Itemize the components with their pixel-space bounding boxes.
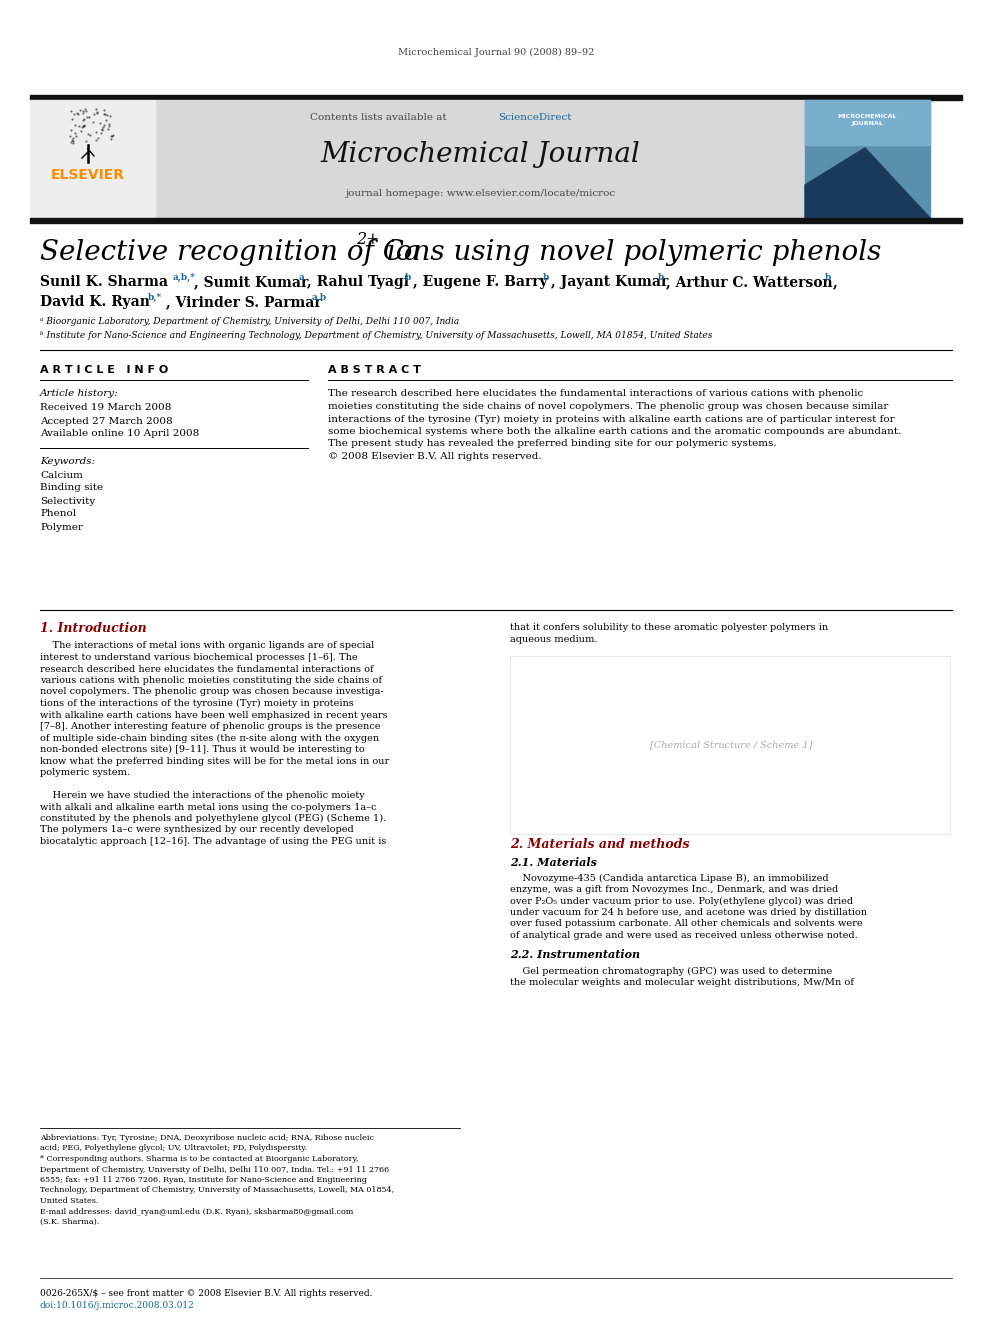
Text: b: b — [825, 273, 831, 282]
Text: with alkaline earth cations have been well emphasized in recent years: with alkaline earth cations have been we… — [40, 710, 388, 720]
Text: Contents lists available at: Contents lists available at — [310, 114, 450, 123]
Text: 6555; fax: +91 11 2766 7206. Ryan, Institute for Nano-Science and Engineering: 6555; fax: +91 11 2766 7206. Ryan, Insti… — [40, 1176, 367, 1184]
Text: journal homepage: www.elsevier.com/locate/microc: journal homepage: www.elsevier.com/locat… — [345, 188, 615, 197]
Text: Accepted 27 March 2008: Accepted 27 March 2008 — [40, 417, 173, 426]
Text: The research described here elucidates the fundamental interactions of various c: The research described here elucidates t… — [328, 389, 863, 398]
Text: Keywords:: Keywords: — [40, 458, 95, 467]
Text: Herein we have studied the interactions of the phenolic moiety: Herein we have studied the interactions … — [40, 791, 365, 800]
Text: Received 19 March 2008: Received 19 March 2008 — [40, 404, 172, 413]
Text: ,: , — [833, 275, 838, 288]
Text: moieties constituting the side chains of novel copolymers. The phenolic group wa: moieties constituting the side chains of… — [328, 402, 889, 411]
Text: 2.2. Instrumentation: 2.2. Instrumentation — [510, 950, 640, 960]
Text: , Rahul Tyagi: , Rahul Tyagi — [307, 275, 409, 288]
Text: , Virinder S. Parmar: , Virinder S. Parmar — [166, 295, 321, 310]
Text: doi:10.1016/j.microc.2008.03.012: doi:10.1016/j.microc.2008.03.012 — [40, 1302, 194, 1311]
Text: various cations with phenolic moieties constituting the side chains of: various cations with phenolic moieties c… — [40, 676, 382, 685]
Text: Available online 10 April 2008: Available online 10 April 2008 — [40, 430, 199, 438]
Bar — [30, 218, 962, 224]
Text: a,b: a,b — [312, 292, 327, 302]
Text: ᵃ Bioorganic Laboratory, Department of Chemistry, University of Delhi, Delhi 110: ᵃ Bioorganic Laboratory, Department of C… — [40, 318, 459, 327]
Text: constituted by the phenols and polyethylene glycol (PEG) (Scheme 1).: constituted by the phenols and polyethyl… — [40, 814, 386, 823]
Text: Microchemical Journal 90 (2008) 89–92: Microchemical Journal 90 (2008) 89–92 — [398, 48, 594, 57]
Text: that it confers solubility to these aromatic polyester polymers in: that it confers solubility to these arom… — [510, 623, 828, 632]
Bar — [805, 101, 930, 146]
Text: Polymer: Polymer — [40, 523, 83, 532]
Text: non-bonded electrons site) [9–11]. Thus it would be interesting to: non-bonded electrons site) [9–11]. Thus … — [40, 745, 365, 754]
Bar — [805, 101, 930, 218]
Text: of analytical grade and were used as received unless otherwise noted.: of analytical grade and were used as rec… — [510, 931, 858, 941]
Polygon shape — [805, 148, 930, 218]
Text: know what the preferred binding sites will be for the metal ions in our: know what the preferred binding sites wi… — [40, 757, 389, 766]
Text: tions of the interactions of the tyrosine (Tyr) moiety in proteins: tions of the interactions of the tyrosin… — [40, 699, 354, 708]
Text: , Sumit Kumar: , Sumit Kumar — [194, 275, 309, 288]
Text: 0026-265X/$ – see front matter © 2008 Elsevier B.V. All rights reserved.: 0026-265X/$ – see front matter © 2008 El… — [40, 1290, 373, 1298]
Text: The present study has revealed the preferred binding site for our polymeric syst: The present study has revealed the prefe… — [328, 439, 777, 448]
Text: with alkali and alkaline earth metal ions using the co-polymers 1a–c: with alkali and alkaline earth metal ion… — [40, 803, 377, 811]
Bar — [30, 95, 962, 101]
Text: Article history:: Article history: — [40, 389, 119, 398]
Text: ions using novel polymeric phenols: ions using novel polymeric phenols — [378, 238, 881, 266]
Text: Phenol: Phenol — [40, 509, 76, 519]
Text: Technology, Department of Chemistry, University of Massachusetts, Lowell, MA 018: Technology, Department of Chemistry, Uni… — [40, 1187, 394, 1195]
Text: polymeric system.: polymeric system. — [40, 767, 130, 777]
Text: Microchemical Journal: Microchemical Journal — [320, 142, 640, 168]
Text: A R T I C L E   I N F O: A R T I C L E I N F O — [40, 365, 169, 374]
Text: research described here elucidates the fundamental interactions of: research described here elucidates the f… — [40, 664, 374, 673]
Text: under vacuum for 24 h before use, and acetone was dried by distillation: under vacuum for 24 h before use, and ac… — [510, 908, 867, 917]
Text: enzyme, was a gift from Novozymes Inc., Denmark, and was dried: enzyme, was a gift from Novozymes Inc., … — [510, 885, 838, 894]
Text: a,b,*: a,b,* — [173, 273, 195, 282]
Text: The polymers 1a–c were synthesized by our recently developed: The polymers 1a–c were synthesized by ou… — [40, 826, 354, 835]
Text: David K. Ryan: David K. Ryan — [40, 295, 150, 310]
Text: 2+: 2+ — [356, 232, 380, 249]
Text: over P₂O₅ under vacuum prior to use. Poly(ethylene glycol) was dried: over P₂O₅ under vacuum prior to use. Pol… — [510, 897, 853, 905]
Text: b: b — [658, 273, 665, 282]
Text: 1. Introduction: 1. Introduction — [40, 622, 147, 635]
Text: interest to understand various biochemical processes [1–6]. The: interest to understand various biochemic… — [40, 654, 358, 662]
Text: aqueous medium.: aqueous medium. — [510, 635, 597, 644]
Text: MICROCHEMICAL
JOURNAL: MICROCHEMICAL JOURNAL — [837, 114, 897, 126]
Text: United States.: United States. — [40, 1197, 98, 1205]
Text: a: a — [299, 273, 305, 282]
Text: acid; PEG, Polyethylene glycol; UV, Ultraviolet; PD, Polydispersity.: acid; PEG, Polyethylene glycol; UV, Ultr… — [40, 1144, 308, 1152]
Text: of multiple side-chain binding sites (the π-site along with the oxygen: of multiple side-chain binding sites (th… — [40, 733, 379, 742]
Text: 2.1. Materials: 2.1. Materials — [510, 856, 597, 868]
Text: (S.K. Sharma).: (S.K. Sharma). — [40, 1218, 99, 1226]
Text: Abbreviations: Tyr, Tyrosine; DNA, Deoxyribose nucleic acid; RNA, Ribose nucleic: Abbreviations: Tyr, Tyrosine; DNA, Deoxy… — [40, 1134, 374, 1142]
Text: Selective recognition of Ca: Selective recognition of Ca — [40, 238, 421, 266]
Text: over fused potassium carbonate. All other chemicals and solvents were: over fused potassium carbonate. All othe… — [510, 919, 863, 929]
Bar — [510, 656, 950, 833]
Text: * Corresponding authors. Sharma is to be contacted at Bioorganic Laboratory,: * Corresponding authors. Sharma is to be… — [40, 1155, 358, 1163]
Text: b,*: b,* — [148, 292, 162, 302]
Text: , Arthur C. Watterson: , Arthur C. Watterson — [666, 275, 832, 288]
Text: biocatalytic approach [12–16]. The advantage of using the PEG unit is: biocatalytic approach [12–16]. The advan… — [40, 837, 386, 845]
Text: some biochemical systems where both the alkaline earth cations and the aromatic : some biochemical systems where both the … — [328, 427, 902, 437]
Text: interactions of the tyrosine (Tyr) moiety in proteins with alkaline earth cation: interactions of the tyrosine (Tyr) moiet… — [328, 414, 895, 423]
Bar — [30, 101, 155, 218]
Text: Department of Chemistry, University of Delhi, Delhi 110 007, India. Tel.: +91 11: Department of Chemistry, University of D… — [40, 1166, 389, 1174]
Bar — [155, 101, 805, 218]
Text: Sunil K. Sharma: Sunil K. Sharma — [40, 275, 168, 288]
Text: , Eugene F. Barry: , Eugene F. Barry — [413, 275, 548, 288]
Text: 2. Materials and methods: 2. Materials and methods — [510, 837, 689, 851]
Text: [7–8]. Another interesting feature of phenolic groups is the presence: [7–8]. Another interesting feature of ph… — [40, 722, 381, 732]
Text: © 2008 Elsevier B.V. All rights reserved.: © 2008 Elsevier B.V. All rights reserved… — [328, 452, 542, 460]
Text: , Jayant Kumar: , Jayant Kumar — [551, 275, 669, 288]
Text: Gel permeation chromatography (GPC) was used to determine: Gel permeation chromatography (GPC) was … — [510, 966, 832, 975]
Text: Novozyme-435 (Candida antarctica Lipase B), an immobilized: Novozyme-435 (Candida antarctica Lipase … — [510, 873, 828, 882]
Text: novel copolymers. The phenolic group was chosen because investiga-: novel copolymers. The phenolic group was… — [40, 688, 384, 696]
Text: b: b — [405, 273, 412, 282]
Text: Selectivity: Selectivity — [40, 496, 95, 505]
Text: the molecular weights and molecular weight distributions, Mw/Mn of: the molecular weights and molecular weig… — [510, 978, 854, 987]
Text: E-mail addresses: david_ryan@uml.edu (D.K. Ryan), sksharma80@gmail.com: E-mail addresses: david_ryan@uml.edu (D.… — [40, 1208, 353, 1216]
Text: [Chemical Structure / Scheme 1]: [Chemical Structure / Scheme 1] — [650, 741, 812, 750]
Text: Calcium: Calcium — [40, 471, 83, 479]
Text: ELSEVIER: ELSEVIER — [51, 168, 125, 183]
Text: b: b — [543, 273, 550, 282]
Text: Binding site: Binding site — [40, 483, 103, 492]
Text: ᵇ Institute for Nano-Science and Engineering Technology, Department of Chemistry: ᵇ Institute for Nano-Science and Enginee… — [40, 332, 712, 340]
Text: The interactions of metal ions with organic ligands are of special: The interactions of metal ions with orga… — [40, 642, 374, 651]
Text: ScienceDirect: ScienceDirect — [498, 114, 571, 123]
Text: A B S T R A C T: A B S T R A C T — [328, 365, 421, 374]
